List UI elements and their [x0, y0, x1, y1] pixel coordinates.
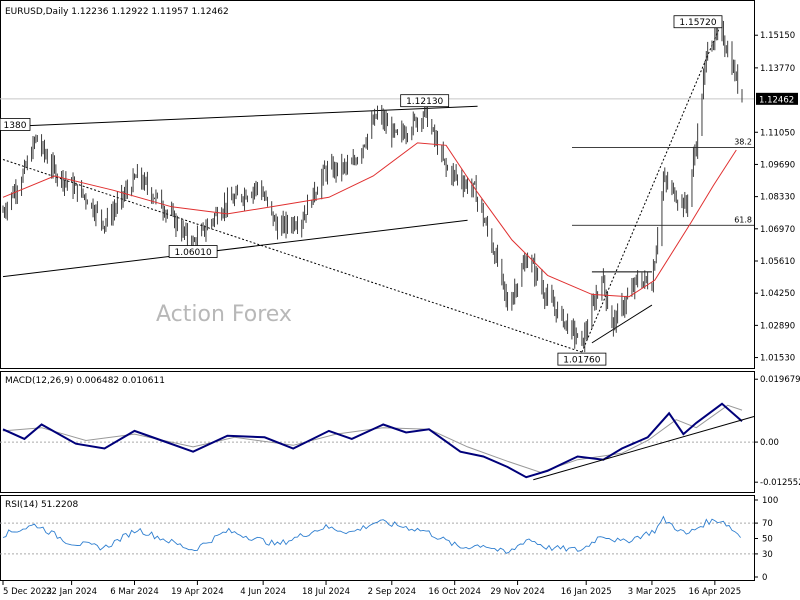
price-header-label: EURUSD,Daily 1.12236 1.12922 1.11957 1.1…: [5, 7, 229, 17]
rsi-tick-label-2: 50: [762, 535, 773, 545]
x-tick-label-4: 4 Jun 2024: [240, 587, 286, 597]
macd-tick-label-0: 0.019679: [760, 375, 800, 385]
key-level-box-3: [557, 352, 607, 366]
x-tick-label-6: 2 Sep 2024: [368, 587, 416, 597]
key-level-box-1: [400, 94, 450, 108]
x-tick-label-5: 18 Jul 2024: [302, 587, 350, 597]
trend-line-0: [2, 105, 478, 128]
price-panel-frame: [0, 0, 755, 369]
price-tick-label-10: 1.01530: [760, 354, 795, 364]
x-tick-label-2: 6 Mar 2024: [110, 587, 158, 597]
x-tick-label-11: 16 Apr 2025: [689, 587, 742, 597]
price-tick-label-7: 1.05610: [760, 257, 795, 267]
ohlc-readout: 1.12236 1.12922 1.11957 1.12462: [71, 7, 228, 17]
price-tick-label-8: 1.04250: [760, 289, 795, 299]
fib-level-label-1: 61.8: [734, 215, 752, 224]
rsi-tick-label-1: 70: [762, 519, 773, 529]
key-level-label-1: 1.12130: [406, 97, 443, 107]
rsi-tick-label-4: 0: [762, 573, 767, 583]
trend-line-1: [2, 219, 468, 278]
label-layer: EURUSD,Daily 1.12236 1.12922 1.11957 1.1…: [5, 7, 229, 510]
moving-average-line: [2, 142, 737, 298]
x-tick-label-10: 3 Mar 2025: [628, 587, 676, 597]
key-level-label-0: 1.15720: [679, 18, 716, 28]
x-tick-label-9: 16 Jan 2025: [561, 587, 612, 597]
price-tick-label-1: 1.13770: [760, 64, 795, 74]
rsi-tick-label-0: 100: [762, 496, 778, 506]
price-tick-label-3: 1.11050: [760, 128, 795, 138]
macd-trend-line: [533, 416, 755, 481]
price-tick-label-9: 1.02890: [760, 321, 795, 331]
symbol-label: EURUSD,Daily: [5, 7, 71, 17]
key-level-label-2: 1.06010: [175, 248, 212, 258]
fib-level-label-0: 38.2: [734, 138, 752, 147]
current-price-badge: [756, 92, 798, 105]
rsi-layer: 100 70 50 30 0: [0, 496, 778, 583]
macd-panel-frame: [0, 371, 755, 493]
x-tick-label-0: 5 Dec 2023: [3, 587, 52, 597]
watermark: Action Forex: [156, 302, 292, 327]
rsi-header-label: RSI(14) 51.2208: [5, 500, 78, 510]
x-tick-label-1: 22 Jan 2024: [46, 587, 97, 597]
rsi-line: [2, 515, 741, 554]
price-tick-label-6: 1.06970: [760, 225, 795, 235]
price-layer: Action Forex 38.2 61.8 1.15720 1.12130 1.0601…: [0, 15, 798, 366]
key-level-box-0: [673, 15, 723, 29]
trend-line-5: [591, 304, 653, 344]
price-tick-label-0: 1.15150: [760, 31, 795, 41]
macd-signal-line: [2, 404, 743, 473]
x-tick-label-7: 16 Oct 2024: [428, 587, 481, 597]
current-price-label: 1.12462: [759, 95, 794, 105]
x-tick-label-8: 29 Nov 2024: [490, 587, 544, 597]
rsi-panel-frame: [0, 495, 755, 581]
trend-line-2: [2, 158, 583, 353]
key-level-box-2: [168, 245, 218, 258]
x-tick-label-3: 19 Apr 2024: [171, 587, 224, 597]
key-level-label-4: 1380: [4, 121, 27, 131]
price-tick-label-4: 1.09690: [760, 160, 795, 170]
macd-line: [2, 402, 743, 479]
key-level-label-3: 1.01760: [563, 356, 600, 366]
price-tick-label-5: 1.08330: [760, 193, 795, 203]
macd-header-label: MACD(12,26,9) 0.006482 0.010611: [5, 376, 165, 386]
macd-tick-label-2: -0.012552: [760, 478, 800, 488]
key-level-box-4: [0, 118, 31, 131]
macd-tick-label-1: 0.00: [760, 438, 779, 448]
rsi-tick-label-3: 30: [762, 550, 773, 560]
macd-layer: 0.019679 0.00 -0.012552: [0, 375, 800, 488]
